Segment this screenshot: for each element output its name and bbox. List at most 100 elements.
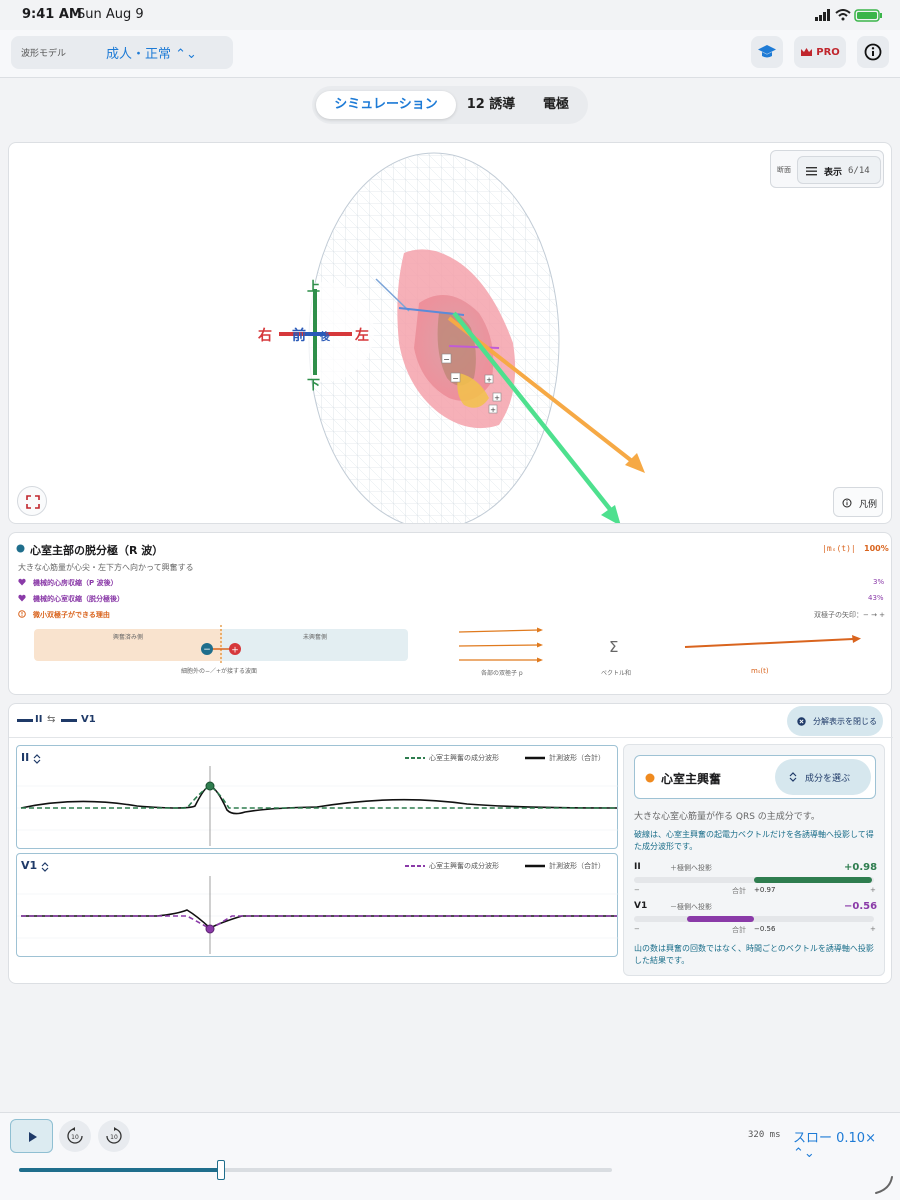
boundary-dipole: − + [201, 625, 241, 665]
lead-v1-plus: + [870, 925, 876, 933]
warning-circle-icon [18, 610, 26, 618]
mech-ventricular-label: 機械的心室収縮（脱分極後） [33, 595, 124, 603]
lead-v1-value: −0.56 [844, 901, 878, 912]
top-bar: 波形モデル 成人・正常 ⌃⌄ PRO [0, 30, 900, 78]
mech-ventricular-value: 43% [868, 594, 884, 602]
status-time: 9:41 AM [22, 7, 82, 22]
chevron-updown-icon[interactable] [41, 862, 49, 872]
learn-button[interactable] [751, 36, 783, 68]
chart-ii-lead-label: II [21, 751, 30, 764]
show-label: 表示 [824, 168, 843, 178]
timeline-scrubber[interactable] [216, 1160, 225, 1180]
unexcited-region [222, 629, 408, 661]
svg-text:+: + [486, 376, 492, 384]
info-circle-icon [842, 498, 852, 508]
component-panel: 心室主興奮 成分を選ぶ 大きな心室心筋量が作る QRS の主成分です。 破線は、… [623, 744, 885, 976]
tab-simulation[interactable]: シミュレーション [316, 91, 456, 119]
status-icons [815, 9, 882, 22]
chart-v1-lead-label: V1 [21, 859, 38, 872]
lead-ii-projection-fill [754, 877, 872, 883]
mech-atrial-value: 3% [873, 578, 885, 586]
forward-10-button[interactable]: 10 [98, 1120, 130, 1152]
timeline-track[interactable] [19, 1160, 612, 1180]
axis-line-blue [375, 278, 410, 312]
svg-text:10: 10 [71, 1134, 79, 1141]
crown-icon [801, 48, 813, 56]
rewind-10-button[interactable]: 10 [59, 1120, 91, 1152]
phase-dot-icon [16, 544, 25, 553]
time-readout: 320 ms [748, 1130, 781, 1140]
lead-ii-total: +0.97 [754, 886, 776, 894]
svg-text:+: + [494, 394, 500, 402]
vector-arrow-orange [447, 316, 639, 467]
legend-button[interactable]: 凡例 [833, 487, 883, 517]
forward-10-icon: 10 [106, 1127, 122, 1144]
chevron-updown-icon [789, 772, 797, 782]
sigma-symbol: Σ [609, 638, 619, 656]
boundary-label: 細胞外の−／+が接する波面 [181, 668, 258, 675]
lead-ii-minus: − [634, 886, 640, 894]
component-desc: 大きな心室心筋量が作る QRS の主成分です。 [634, 812, 820, 822]
chart-ii-cursor-point [205, 781, 215, 791]
play-button[interactable] [10, 1119, 53, 1153]
svg-text:−: − [443, 355, 450, 364]
graduation-cap-icon [758, 45, 776, 58]
phase-info-panel: 心室主部の脱分極（R 波） 大きな心筋量が心尖・左下方へ向かって興奮する |mₛ… [8, 532, 892, 695]
gizmo-down-label: 下 [307, 378, 321, 393]
chart-lead-v1[interactable]: V1 心室主興奮の成分波形 計測波形（合計） [16, 853, 619, 957]
chart-ii-comp-legend: 心室主興奮の成分波形 [429, 754, 499, 762]
component-card: 心室主興奮 成分を選ぶ [634, 755, 876, 799]
net-vector-arrow [684, 635, 861, 648]
tab-12-lead[interactable]: 12 誘導 [466, 97, 516, 112]
heart-icon [18, 594, 26, 602]
lead-v1-total-label: 合計 [732, 926, 746, 934]
gizmo-right-label: 右 [258, 328, 272, 344]
close-circle-icon [797, 717, 806, 726]
lead-v1-direction: －極側へ投影 [670, 903, 712, 911]
rewind-10-icon: 10 [67, 1127, 83, 1144]
sliders-icon [806, 167, 817, 176]
chart-ii-meas-legend: 計測波形（合計） [549, 754, 605, 762]
gizmo-back-label: 後 [320, 332, 330, 343]
lead-v1-projection-fill [686, 916, 754, 922]
lead-v1-projection-bar [634, 916, 874, 922]
lead-ii-direction: ＋極側へ投影 [670, 864, 712, 872]
pro-button[interactable]: PRO [794, 36, 846, 68]
info-button[interactable] [857, 36, 889, 68]
gizmo-up-label: 上 [307, 280, 321, 295]
show-sections-button[interactable]: 表示 6/14 [797, 156, 881, 184]
chart-lead-ii[interactable]: II 心室主興奮の成分波形 計測波形（合計） [16, 745, 619, 849]
svg-text:−: − [452, 374, 459, 383]
svg-text:−: − [203, 645, 211, 655]
heart-icon [18, 578, 26, 586]
lead-ii-swatch [17, 719, 33, 722]
swap-leads-button[interactable]: ⇆ [47, 714, 56, 725]
unexcited-label: 未興奮側 [303, 634, 328, 641]
gizmo-left-label: 左 [355, 328, 369, 344]
axis-line-purple [448, 345, 500, 349]
lead-b-label: V1 [81, 714, 96, 725]
lead-v1-swatch [61, 719, 77, 722]
close-label: 分解表示を閉じる [813, 717, 877, 726]
mode-tabs: シミュレーション 12 誘導 電極 [312, 86, 588, 124]
choose-component-button[interactable]: 成分を選ぶ [775, 759, 871, 795]
phase-description: 大きな心筋量が心尖・左下方へ向かって興奮する [18, 563, 194, 572]
vector-sum-label: ベクトル和 [601, 670, 632, 677]
play-icon [29, 1132, 37, 1142]
lead-v1-minus: − [634, 925, 640, 933]
tab-electrodes[interactable]: 電極 [542, 97, 569, 112]
waveform-model-selector[interactable]: 波形モデル 成人・正常 ⌃⌄ [11, 36, 233, 69]
fullscreen-button[interactable] [17, 486, 47, 516]
lead-a-label: II [35, 714, 43, 725]
chart-v1-comp-legend: 心室主興奮の成分波形 [429, 862, 499, 870]
lead-v1-total: −0.56 [754, 925, 776, 933]
svg-text:10: 10 [110, 1134, 118, 1141]
timeline-progress [19, 1168, 221, 1172]
speed-selector[interactable]: スロー 0.10× ⌃⌄ [793, 1131, 876, 1161]
chart-v1-meas-legend: 計測波形（合計） [549, 862, 605, 870]
section-control: 断面 表示 6/14 [770, 150, 884, 188]
chevron-updown-icon[interactable] [33, 754, 41, 764]
close-decomposition-button[interactable]: 分解表示を閉じる [787, 706, 883, 736]
dashed-swatch-green [405, 757, 425, 759]
heart-3d-viewer[interactable]: − − + + + 上 下 右 左 前 後 断面 表示 6/14 凡例 [8, 142, 892, 524]
